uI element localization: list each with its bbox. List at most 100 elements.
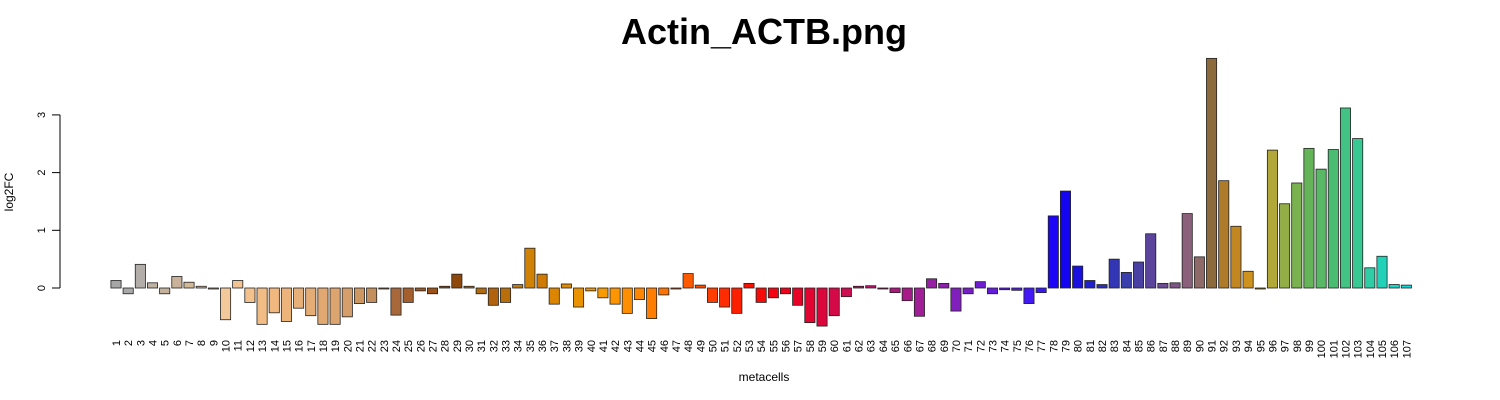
- x-tick-label: 69: [939, 340, 951, 352]
- x-tick-label: 43: [622, 340, 634, 352]
- bar-metacell-74: [999, 287, 1011, 291]
- bar-metacell-14: [268, 287, 280, 314]
- x-tick-label: 46: [659, 340, 671, 352]
- x-tick-label: 71: [963, 340, 975, 352]
- x-tick-label: 33: [501, 340, 513, 352]
- x-tick-label: 7: [184, 340, 196, 346]
- bar-metacell-87: [1157, 282, 1169, 289]
- x-tick-label: 21: [354, 340, 366, 352]
- x-tick-label: 67: [914, 340, 926, 352]
- bar-metacell-62: [853, 285, 865, 289]
- bar-metacell-71: [962, 287, 974, 295]
- bar-metacell-4: [147, 282, 159, 289]
- x-tick-label: 19: [330, 340, 342, 352]
- bar-metacell-63: [865, 285, 877, 289]
- bar-metacell-54: [755, 287, 767, 303]
- bar-metacell-66: [901, 287, 913, 302]
- x-tick-label: 29: [452, 340, 464, 352]
- x-tick-label: 41: [598, 340, 610, 352]
- x-tick-label: 52: [732, 340, 744, 352]
- bar-metacell-68: [926, 278, 938, 289]
- x-tick-label: 99: [1304, 340, 1316, 352]
- bar-metacell-17: [305, 287, 317, 317]
- chart-title: Actin_ACTB.png: [621, 11, 907, 52]
- bar-metacell-104: [1364, 267, 1376, 289]
- x-tick-label: 55: [768, 340, 780, 352]
- x-tick-label: 51: [720, 340, 732, 352]
- x-tick-label: 89: [1182, 340, 1194, 352]
- x-tick-label: 97: [1280, 340, 1292, 352]
- x-tick-label: 8: [196, 340, 208, 346]
- x-tick-label: 85: [1134, 340, 1146, 352]
- x-tick-label: 49: [695, 340, 707, 352]
- bar-metacell-105: [1376, 255, 1388, 289]
- x-tick-label: 44: [634, 340, 646, 352]
- bar-metacell-21: [353, 287, 365, 304]
- bar-metacell-24: [390, 287, 402, 316]
- bar-metacell-98: [1291, 182, 1303, 289]
- bar-metacell-6: [171, 276, 183, 289]
- bar-metacell-103: [1352, 138, 1364, 289]
- x-tick-labels: 1 2 3 4 5 6 7 8 9 10 11 12 13 14 15 16 17 18 19 20 21 22 23 24 2…: [111, 340, 1413, 358]
- bar-metacell-28: [439, 285, 451, 289]
- bar-metacell-27: [426, 287, 438, 295]
- x-tick-label: 104: [1365, 340, 1377, 358]
- x-tick-label: 93: [1231, 340, 1243, 352]
- bar-metacell-11: [232, 280, 244, 289]
- x-tick-label: 94: [1243, 340, 1255, 352]
- bar-metacell-9: [207, 287, 219, 290]
- bar-metacell-89: [1181, 213, 1193, 289]
- y-tick-label: 1: [36, 227, 48, 233]
- x-tick-label: 90: [1194, 340, 1206, 352]
- x-tick-label: 73: [987, 340, 999, 352]
- x-axis-label: metacells: [739, 370, 790, 384]
- bar-metacell-33: [500, 287, 512, 303]
- bar-metacell-45: [646, 287, 658, 319]
- bar-metacell-60: [828, 287, 840, 317]
- bar-metacell-75: [1011, 287, 1023, 291]
- x-tick-label: 30: [464, 340, 476, 352]
- x-tick-label: 72: [975, 340, 987, 352]
- x-tick-label: 34: [513, 340, 525, 352]
- x-tick-label: 5: [160, 340, 172, 346]
- x-tick-label: 25: [403, 340, 415, 352]
- x-tick-label: 31: [476, 340, 488, 352]
- x-tick-label: 75: [1012, 340, 1024, 352]
- x-tick-label: 39: [574, 340, 586, 352]
- bar-metacell-49: [694, 284, 706, 289]
- bar-metacell-102: [1339, 107, 1351, 289]
- bar-metacell-77: [1035, 287, 1047, 294]
- bar-metacell-48: [682, 273, 694, 289]
- y-axis-label: log2FC: [2, 172, 16, 211]
- y-tick-label: 2: [36, 170, 48, 176]
- bar-metacell-15: [280, 287, 292, 322]
- bars-group: [110, 57, 1412, 327]
- bar-metacell-93: [1230, 225, 1242, 289]
- x-tick-label: 101: [1328, 340, 1340, 358]
- bar-metacell-3: [134, 263, 146, 289]
- y-tick-label: 0: [36, 285, 48, 291]
- bar-metacell-67: [913, 287, 925, 317]
- x-tick-label: 3: [135, 340, 147, 346]
- bar-metacell-12: [244, 287, 256, 303]
- x-tick-label: 2: [123, 340, 135, 346]
- bar-metacell-69: [938, 282, 950, 289]
- bar-metacell-58: [804, 287, 816, 324]
- bar-metacell-1: [110, 280, 122, 289]
- bar-metacell-95: [1254, 287, 1266, 290]
- bar-metacell-41: [597, 287, 609, 299]
- x-tick-label: 22: [367, 340, 379, 352]
- bar-metacell-90: [1193, 256, 1205, 289]
- bar-metacell-20: [341, 287, 353, 318]
- x-tick-label: 38: [561, 340, 573, 352]
- x-tick-label: 80: [1073, 340, 1085, 352]
- x-tick-label: 79: [1060, 340, 1072, 352]
- bar-metacell-52: [731, 287, 743, 314]
- x-tick-label: 4: [148, 340, 160, 346]
- bar-metacell-78: [1047, 215, 1059, 289]
- x-tick-label: 105: [1377, 340, 1389, 358]
- bar-metacell-57: [792, 287, 804, 306]
- bar-metacell-81: [1084, 280, 1096, 289]
